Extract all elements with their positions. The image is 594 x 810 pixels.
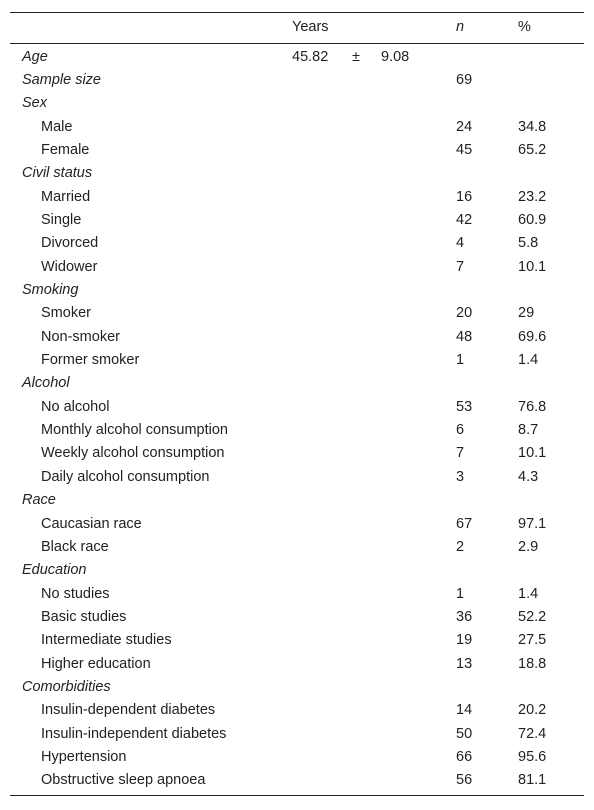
cell-pct: 5.8 (518, 235, 539, 252)
cell-n: 6 (456, 422, 465, 439)
row-label: Monthly alcohol consumption (41, 422, 228, 439)
row-label: Male (41, 118, 73, 135)
row-label: Widower (41, 258, 98, 275)
row-label: Insulin-dependent diabetes (41, 702, 216, 719)
cell-n: 3 (456, 468, 465, 485)
row-group-label: Sex (22, 95, 47, 112)
row-label: Female (41, 141, 90, 158)
cell-n: 42 (456, 211, 473, 228)
cell-pct: 20.2 (518, 702, 547, 719)
cell-pct: 60.9 (518, 211, 547, 228)
row-group-label: Alcohol (22, 375, 70, 392)
cell-pct: 1.4 (518, 585, 539, 602)
cell-n: 2 (456, 538, 465, 555)
row-label: Caucasian race (41, 515, 142, 532)
cell-n: 13 (456, 655, 473, 672)
row-label: Hypertension (41, 749, 127, 765)
row-label: Divorced (41, 235, 99, 252)
row-label: Insulin-independent diabetes (41, 725, 227, 742)
cell-n: 45 (456, 141, 473, 158)
cell-n: 4 (456, 235, 465, 252)
cell-n: 1 (456, 352, 465, 369)
cell-n: 14 (456, 702, 473, 719)
row-label: Non-smoker (41, 328, 120, 345)
cell-pct: 23.2 (518, 188, 547, 205)
cell-n: 50 (456, 725, 473, 742)
row-label: Smoker (41, 305, 91, 322)
cell-n: 67 (456, 515, 473, 532)
row-group-label: Age (22, 48, 48, 65)
cell-n: 56 (456, 772, 473, 789)
cell-pct: 8.7 (518, 422, 539, 439)
cell-pct: 65.2 (518, 141, 547, 158)
cell-pct: 72.4 (518, 725, 547, 742)
cell-pct: 52.2 (518, 608, 547, 625)
cell-pct: 34.8 (518, 118, 547, 135)
cell-n: 24 (456, 118, 473, 135)
row-label: Weekly alcohol consumption (41, 445, 225, 462)
header-pct: % (518, 19, 531, 35)
cell-n: 53 (456, 398, 473, 415)
row-label: Higher education (41, 655, 151, 672)
bottom-rule (10, 794, 584, 796)
row-label: Daily alcohol consumption (41, 468, 210, 485)
row-group-label: Sample size (22, 71, 101, 88)
cell-pct: 27.5 (518, 632, 547, 649)
cell-n: 20 (456, 305, 473, 322)
cell-n: 66 (456, 749, 473, 765)
header-n: n (456, 19, 465, 35)
cell-n: 7 (456, 258, 465, 275)
age-sd: 9.08 (381, 48, 410, 65)
row-label: Black race (41, 538, 109, 555)
cell-pct: 76.8 (518, 398, 547, 415)
cell-pct: 18.8 (518, 655, 547, 672)
row-group-label: Comorbidities (22, 678, 111, 695)
header-rule (10, 43, 584, 44)
cell-n: 48 (456, 328, 473, 345)
row-label: Former smoker (41, 352, 140, 369)
top-rule (10, 12, 584, 13)
cell-pct: 10.1 (518, 445, 547, 462)
row-label: Basic studies (41, 608, 127, 625)
cell-pct: 2.9 (518, 538, 539, 555)
cell-pct: 95.6 (518, 749, 547, 765)
cell-n: 36 (456, 608, 473, 625)
row-label: No studies (41, 585, 110, 602)
cell-n: 16 (456, 188, 473, 205)
age-mean: 45.82 (292, 48, 329, 65)
row-label: Intermediate studies (41, 632, 172, 649)
row-label: No alcohol (41, 398, 110, 415)
row-label: Married (41, 188, 91, 205)
cell-pct: 29 (518, 305, 535, 322)
row-label: Obstructive sleep apnoea (41, 772, 206, 789)
cell-pct: 10.1 (518, 258, 547, 275)
cell-n: 69 (456, 71, 473, 88)
cell-n: 7 (456, 445, 465, 462)
cell-pct: 81.1 (518, 772, 547, 789)
header-years: Years (292, 19, 329, 35)
row-group-label: Education (22, 562, 87, 579)
cell-pct: 69.6 (518, 328, 547, 345)
age-pm: ± (352, 48, 360, 65)
row-label: Single (41, 211, 82, 228)
row-group-label: Civil status (22, 165, 93, 182)
row-group-label: Smoking (22, 282, 79, 298)
cell-pct: 1.4 (518, 352, 539, 369)
cell-n: 19 (456, 632, 473, 649)
cell-pct: 4.3 (518, 468, 539, 485)
row-group-label: Race (22, 492, 56, 509)
cell-n: 1 (456, 585, 465, 602)
cell-pct: 97.1 (518, 515, 547, 532)
